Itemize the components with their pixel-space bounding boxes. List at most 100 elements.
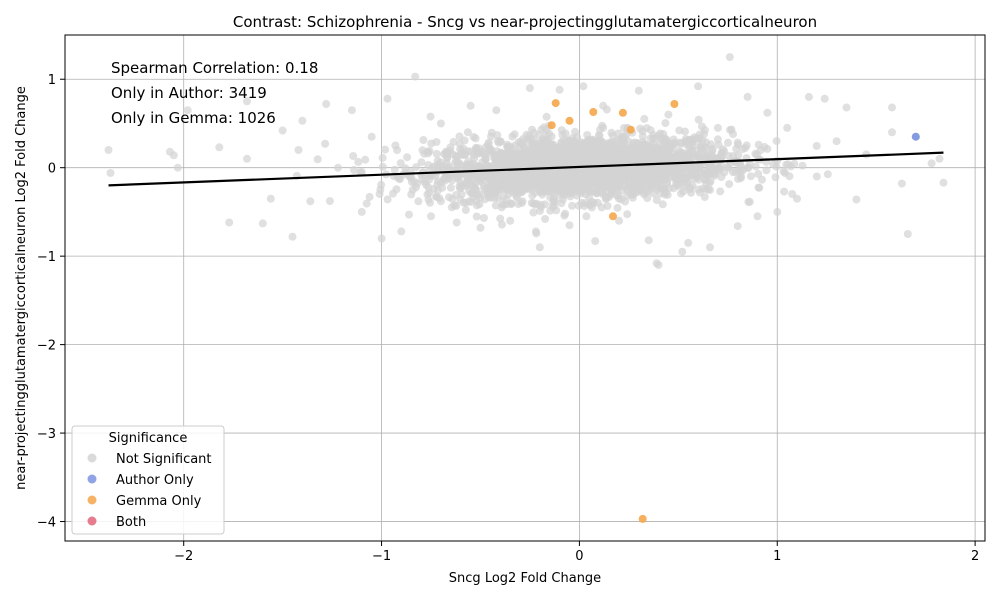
legend: Significance Not Significant Author Only… — [71, 425, 225, 535]
scatter-point-not-significant — [614, 167, 623, 176]
scatter-point-not-significant — [565, 221, 574, 230]
scatter-point-not-significant — [812, 142, 821, 150]
scatter-point-not-significant — [589, 174, 598, 183]
scatter-point-not-significant — [536, 187, 545, 196]
scatter-point-not-significant — [502, 174, 510, 183]
scatter-point-not-significant — [725, 180, 734, 189]
scatter-point-not-significant — [903, 230, 912, 238]
scatter-point-not-significant — [675, 126, 684, 135]
scatter-point-not-significant — [888, 128, 896, 137]
scatter-point-not-significant — [673, 180, 682, 189]
y-tick-label: −1 — [37, 250, 56, 265]
scatter-point-not-significant — [396, 159, 405, 168]
scatter-point-not-significant — [623, 210, 632, 219]
scatter-point-not-significant — [558, 195, 567, 204]
scatter-point-gemma-only — [609, 212, 617, 221]
scatter-point-not-significant — [615, 152, 624, 161]
scatter-point-not-significant — [590, 150, 599, 159]
scatter-point-not-significant — [694, 115, 703, 124]
scatter-point-not-significant — [636, 156, 645, 165]
scatter-point-not-significant — [720, 147, 729, 156]
scatter-point-not-significant — [734, 151, 743, 160]
scatter-point-not-significant — [698, 122, 706, 131]
legend-label-both: Both — [116, 515, 146, 530]
y-axis-ticks: −4 −3 −2 −1 0 1 — [37, 73, 65, 531]
scatter-point-not-significant — [700, 130, 709, 138]
scatter-point-not-significant — [554, 144, 563, 153]
scatter-point-not-significant — [654, 131, 663, 140]
spearman-annotation: Spearman Correlation: 0.18 — [111, 59, 318, 77]
scatter-point-not-significant — [499, 192, 508, 201]
scatter-point-not-significant — [444, 193, 453, 202]
scatter-point-not-significant — [666, 152, 675, 161]
plot-frame — [64, 34, 986, 542]
scatter-point-not-significant — [306, 197, 315, 206]
scatter-point-gemma-only — [670, 100, 679, 108]
scatter-point-not-significant — [460, 136, 469, 145]
scatter-point-not-significant — [484, 138, 493, 147]
scatter-point-not-significant — [378, 162, 387, 171]
scatter-point-not-significant — [638, 132, 647, 141]
scatter-point-not-significant — [842, 103, 851, 112]
scatter-point-not-significant — [498, 220, 506, 229]
scatter-point-not-significant — [613, 203, 622, 212]
legend-marker-author-only — [87, 474, 97, 484]
scatter-point-not-significant — [169, 151, 178, 160]
scatter-point-not-significant — [535, 243, 544, 252]
x-axis-label: Sncg Log2 Fold Change — [449, 571, 601, 586]
scatter-point-not-significant — [733, 222, 742, 231]
scatter-point-not-significant — [935, 154, 944, 163]
scatter-point-not-significant — [365, 192, 374, 201]
scatter-point-not-significant — [823, 170, 832, 179]
y-axis-label: near-projectingglutamatergiccorticalneur… — [14, 86, 29, 490]
scatter-point-not-significant — [350, 166, 358, 174]
scatter-point-not-significant — [654, 167, 663, 176]
scatter-point-not-significant — [525, 131, 534, 140]
scatter-point-not-significant — [754, 169, 763, 178]
scatter-point-not-significant — [535, 130, 544, 139]
legend-label-not-significant: Not Significant — [116, 452, 212, 467]
scatter-point-not-significant — [436, 197, 445, 206]
scatter-point-not-significant — [349, 152, 358, 160]
scatter-point-not-significant — [716, 187, 725, 196]
scatter-point-not-significant — [452, 201, 461, 210]
scatter-point-not-significant — [494, 138, 503, 147]
scatter-point-not-significant — [381, 145, 390, 154]
scatter-point-not-significant — [347, 106, 356, 115]
scatter-point-not-significant — [456, 195, 465, 204]
scatter-point-not-significant — [683, 136, 692, 145]
scatter-point-not-significant — [525, 147, 534, 156]
scatter-point-not-significant — [702, 138, 711, 147]
scatter-point-not-significant — [630, 138, 639, 147]
scatter-point-not-significant — [536, 150, 545, 159]
scatter-point-not-significant — [573, 133, 582, 142]
scatter-point-not-significant — [645, 148, 653, 157]
scatter-point-not-significant — [781, 169, 789, 177]
scatter-point-not-significant — [679, 174, 688, 183]
scatter-point-not-significant — [693, 152, 702, 161]
scatter-point-not-significant — [644, 236, 653, 245]
scatter-point-not-significant — [568, 201, 577, 210]
scatter-point-not-significant — [751, 162, 760, 171]
scatter-point-not-significant — [701, 185, 710, 194]
scatter-point-not-significant — [106, 169, 115, 177]
legend-marker-both — [87, 516, 97, 526]
scatter-point-not-significant — [357, 207, 366, 216]
scatter-point-not-significant — [724, 138, 732, 147]
scatter-point-not-significant — [731, 168, 740, 176]
scatter-point-not-significant — [567, 183, 576, 192]
scatter-point-not-significant — [446, 146, 455, 155]
scatter-point-not-significant — [462, 182, 471, 191]
scatter-point-not-significant — [517, 153, 526, 162]
scatter-point-not-significant — [496, 214, 505, 223]
scatter-point-not-significant — [734, 140, 743, 149]
scatter-point-not-significant — [604, 139, 613, 147]
scatter-point-not-significant — [583, 149, 591, 158]
scatter-point-not-significant — [773, 207, 782, 216]
scatter-point-not-significant — [469, 133, 478, 141]
scatter-point-not-significant — [424, 161, 433, 169]
legend-marker-gemma-only — [87, 495, 97, 505]
scatter-point-gemma-only — [589, 108, 598, 116]
scatter-point-not-significant — [183, 106, 192, 115]
scatter-point-not-significant — [695, 188, 704, 197]
